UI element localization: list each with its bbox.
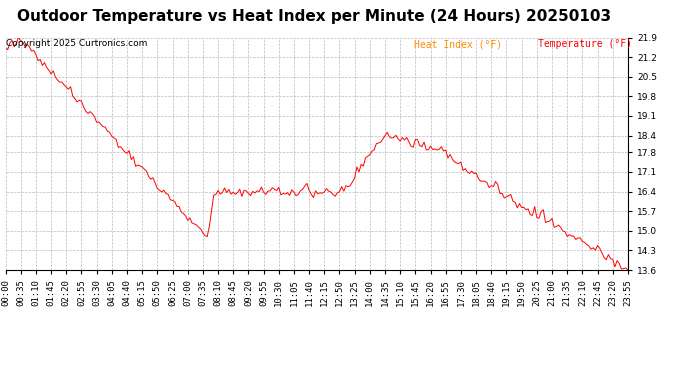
Text: Copyright 2025 Curtronics.com: Copyright 2025 Curtronics.com [6, 39, 147, 48]
Text: Outdoor Temperature vs Heat Index per Minute (24 Hours) 20250103: Outdoor Temperature vs Heat Index per Mi… [17, 9, 611, 24]
Text: Heat Index (°F): Heat Index (°F) [414, 39, 502, 50]
Text: Temperature (°F): Temperature (°F) [538, 39, 632, 50]
